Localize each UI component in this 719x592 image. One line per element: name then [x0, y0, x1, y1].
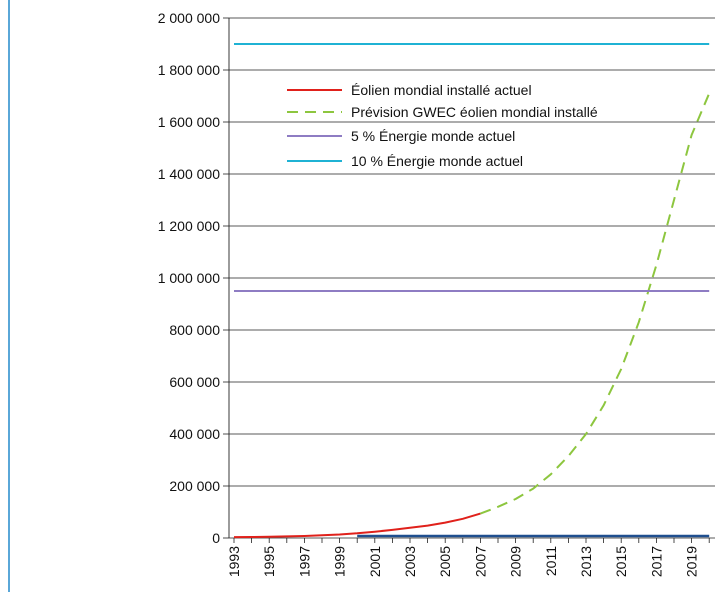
- y-tick-label: 2 000 000: [158, 10, 220, 26]
- x-ticks: [233, 538, 710, 543]
- x-tick-label: 1993: [226, 546, 242, 577]
- x-tick-label: 2007: [472, 546, 488, 577]
- y-tick-label: 1 200 000: [158, 218, 220, 234]
- x-tick-label: 2017: [648, 546, 664, 577]
- frame-line: [8, 0, 10, 592]
- x-tick-label: 2013: [578, 546, 594, 577]
- y-tick-label: 400 000: [169, 426, 220, 442]
- y-tick-label: 1 400 000: [158, 166, 220, 182]
- x-tick-label: 1995: [261, 546, 277, 577]
- series-line-0: [233, 512, 481, 539]
- legend-label-0: Éolien mondial installé actuel: [351, 82, 532, 98]
- x-tick-label: 2015: [613, 546, 629, 577]
- series-lines: [233, 43, 711, 539]
- x-tick-label: 2011: [543, 546, 559, 576]
- x-tick-label: 2009: [508, 546, 524, 577]
- y-tick-label: 0: [212, 530, 220, 546]
- x-tick-label: 2001: [367, 546, 383, 577]
- legend-label-1: Prévision GWEC éolien mondial installé: [351, 104, 598, 120]
- x-tick-labels: 1993 1995 1997 1999 2001 2003 2005 2007 2009 2011…: [226, 546, 700, 577]
- y-tick-label: 200 000: [169, 478, 220, 494]
- x-tick-label: 1999: [332, 546, 348, 577]
- x-tick-label: 2005: [437, 546, 453, 577]
- x-tick-label: 2019: [684, 546, 700, 577]
- series-line-1: [480, 93, 711, 515]
- legend-label-3: 10 % Énergie monde actuel: [351, 153, 523, 169]
- y-tick-label: 800 000: [169, 322, 220, 338]
- y-tick-label: 1 000 000: [158, 270, 220, 286]
- grid-lines: [223, 17, 715, 539]
- legend-label-2: 5 % Énergie monde actuel: [351, 128, 515, 144]
- y-tick-label: 600 000: [169, 374, 220, 390]
- y-tick-label: 1 800 000: [158, 62, 220, 78]
- x-tick-label: 1997: [296, 546, 312, 577]
- x-tick-label: 2003: [402, 546, 418, 577]
- y-tick-label: 1 600 000: [158, 114, 220, 130]
- legend: Éolien mondial installé actuel Prévision …: [287, 82, 598, 169]
- y-tick-labels: 0 200 000 400 000 600 000 800 000 1 000 000 1 …: [158, 10, 221, 546]
